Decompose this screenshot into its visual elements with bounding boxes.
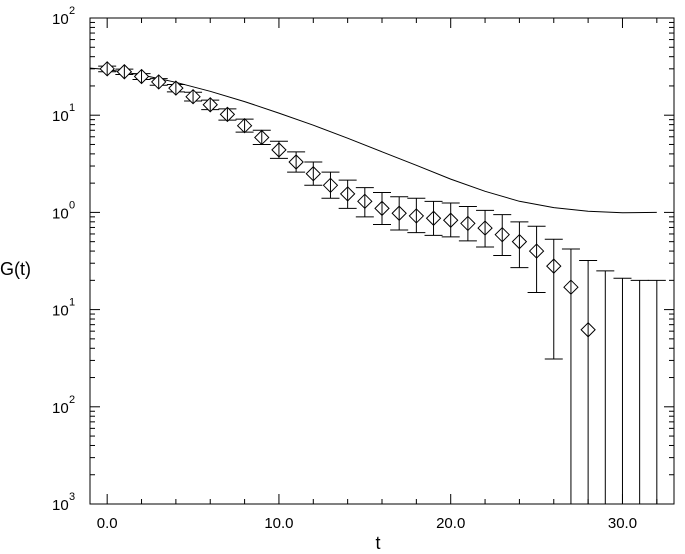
x-tick-labels: 0.0 10.0 20.0 30.0 <box>97 515 637 532</box>
x-tick-label: 20.0 <box>436 515 465 532</box>
error-bars <box>98 65 666 504</box>
x-axis-label: t <box>375 533 380 553</box>
data-markers <box>99 61 596 338</box>
y-tick-labels: 10 210 110 010 110 210 3 <box>52 5 75 514</box>
y-tick-label: 10 <box>52 205 69 222</box>
model-curve <box>89 67 657 214</box>
axis-ticks <box>90 17 674 505</box>
y-tick-exponent: 1 <box>69 102 75 114</box>
y-tick-label: 10 <box>52 11 69 28</box>
y-tick-exponent: 1 <box>69 297 75 309</box>
x-tick-label: 10.0 <box>264 515 293 532</box>
y-tick-exponent: 2 <box>69 394 75 406</box>
y-tick-exponent: 3 <box>69 491 75 503</box>
y-axis-label: G(t) <box>0 259 31 279</box>
y-tick-label: 10 <box>52 400 69 417</box>
y-tick-label: 10 <box>52 303 69 320</box>
y-tick-exponent: 0 <box>69 199 75 211</box>
y-tick-label: 10 <box>52 497 69 514</box>
x-tick-label: 0.0 <box>97 515 118 532</box>
y-tick-label: 10 <box>52 108 69 125</box>
x-tick-label: 30.0 <box>608 515 637 532</box>
y-tick-exponent: 2 <box>69 5 75 17</box>
